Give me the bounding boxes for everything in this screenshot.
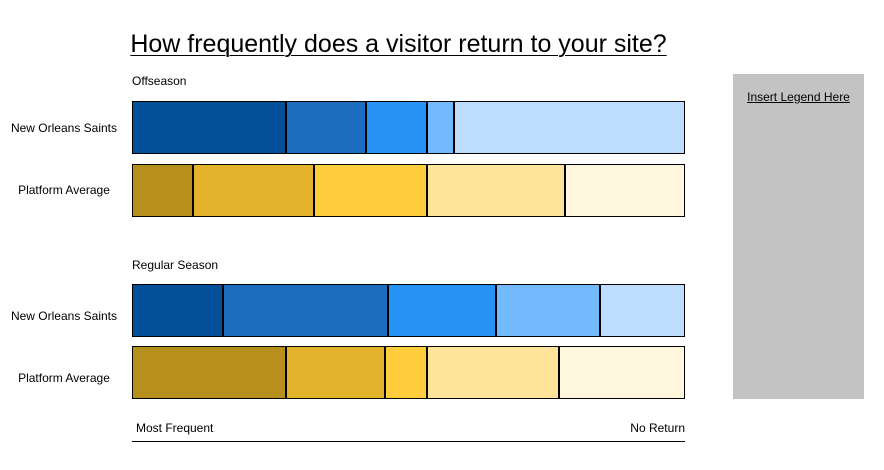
chart-title-text: How frequently does a visitor return to … — [130, 30, 667, 58]
stacked-bar-offseason-saints — [132, 101, 685, 154]
bar-segment — [287, 102, 368, 153]
bar-segment — [559, 347, 684, 398]
chart-title: How frequently does a visitor return to … — [0, 28, 797, 60]
bar-segment — [496, 285, 602, 336]
row-label-regular-saints: New Orleans Saints — [10, 309, 118, 323]
stacked-bar-regular-saints — [132, 284, 685, 337]
bar-segment — [455, 102, 684, 153]
bar-segment — [386, 347, 428, 398]
bar-segment — [133, 165, 194, 216]
bar-segment — [427, 347, 560, 398]
bar-segment — [287, 347, 387, 398]
row-label-offseason-platform: Platform Average — [18, 183, 110, 197]
legend-placeholder-text: Insert Legend Here — [747, 90, 850, 104]
bar-segment — [367, 102, 428, 153]
axis-label-right: No Return — [630, 421, 685, 435]
bar-segment — [565, 165, 684, 216]
row-label-offseason-saints: New Orleans Saints — [10, 121, 118, 135]
axis-label-left: Most Frequent — [136, 421, 214, 435]
axis-line — [132, 441, 685, 442]
bar-segment — [193, 165, 315, 216]
legend-box: Insert Legend Here — [733, 74, 864, 399]
bar-segment — [133, 347, 288, 398]
panel-title-offseason: Offseason — [132, 74, 187, 88]
bar-segment — [133, 102, 288, 153]
bar-segment — [601, 285, 684, 336]
bar-segment — [427, 165, 566, 216]
stacked-bar-regular-platform — [132, 346, 685, 399]
bar-segment — [133, 285, 224, 336]
bar-segment — [314, 165, 428, 216]
panel-title-regular-season: Regular Season — [132, 258, 219, 272]
bar-segment — [427, 102, 456, 153]
bar-segment — [223, 285, 390, 336]
row-label-regular-platform: Platform Average — [18, 371, 110, 385]
stacked-bar-offseason-platform — [132, 164, 685, 217]
bar-segment — [389, 285, 497, 336]
